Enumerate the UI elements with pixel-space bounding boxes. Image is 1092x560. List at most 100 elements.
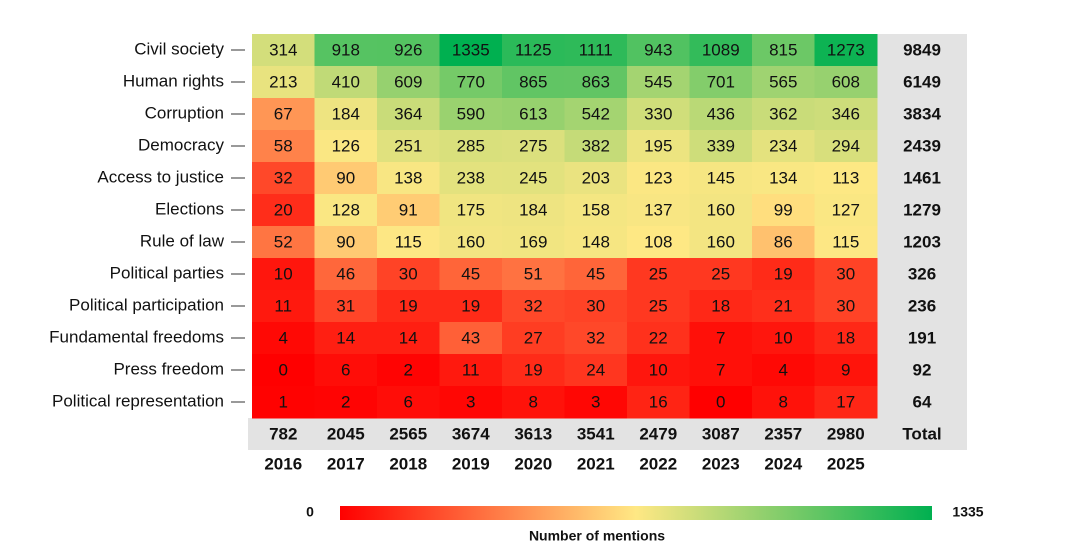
heatmap-cell [752,194,815,227]
heatmap-cell [252,34,315,67]
cell-label: 238 [457,168,485,187]
heatmap-cell [502,130,565,163]
cell-label: 2 [404,360,413,379]
y-tick-label: Human rights [123,71,224,90]
cell-label: 770 [457,72,485,91]
heatmap-cell [377,34,440,67]
colorbar [340,506,932,520]
x-tick-label: 2022 [639,454,677,473]
cell-label: 0 [279,360,288,379]
cell-label: 16 [649,392,668,411]
cell-label: 251 [394,136,422,155]
x-tick-label: 2021 [577,454,615,473]
heatmap-cell [564,290,628,323]
column-total: 3674 [452,424,490,443]
cell-label: 99 [774,200,793,219]
cell-label: 19 [399,296,418,315]
cell-label: 339 [707,136,735,155]
heatmap-cell [627,194,690,227]
cell-label: 30 [399,264,418,283]
cell-label: 137 [644,200,672,219]
cell-label: 51 [524,264,543,283]
cell-label: 245 [519,168,547,187]
cell-label: 11 [462,360,480,379]
row-total: 92 [913,360,932,379]
cell-label: 4 [279,328,288,347]
heatmap-cell [252,98,315,131]
colorbar-label: Number of mentions [529,528,665,544]
heatmap-cell [814,354,878,387]
cell-label: 3 [591,392,600,411]
row-total: 6149 [903,72,941,91]
heatmap-cell [502,322,565,355]
total-row-bg [248,418,877,450]
x-tick-label: 2016 [264,454,302,473]
heatmap-cell [689,226,753,259]
cell-label: 436 [707,104,735,123]
row-total: 1279 [903,200,941,219]
cell-label: 6 [341,360,350,379]
heatmap-cell [314,258,378,291]
heatmap-cell [814,34,878,67]
cell-label: 115 [395,232,422,251]
cell-label: 46 [336,264,355,283]
cell-label: 1111 [579,40,613,59]
cell-label: 203 [582,168,610,187]
cell-label: 148 [582,232,610,251]
heatmap-cell [752,34,815,67]
cell-label: 1 [279,392,288,411]
cell-label: 184 [519,200,547,219]
cell-label: 30 [836,296,855,315]
row-total: 64 [913,392,932,411]
cell-label: 158 [582,200,610,219]
heatmap-cell [439,290,503,323]
heatmap-cell [564,386,628,419]
y-tick-label: Rule of law [140,231,225,250]
heatmap-cell [377,386,440,419]
row-total: 326 [908,264,936,283]
cell-label: 0 [716,392,725,411]
total-label: Total [902,424,941,443]
y-tick-label: Political participation [69,295,224,314]
cell-label: 234 [769,136,797,155]
cell-label: 213 [269,72,297,91]
heatmap-cell [814,226,878,259]
heatmap-cell [627,130,690,163]
heatmap-cell [752,386,815,419]
heatmap-cell [689,194,753,227]
heatmap-cell [252,258,315,291]
cell-label: 10 [649,360,668,379]
cell-label: 364 [394,104,422,123]
cell-label: 184 [332,104,360,123]
heatmap-cell [627,386,690,419]
cell-label: 1273 [827,40,865,59]
heatmap-cell [502,162,565,195]
heatmap-cell [689,98,753,131]
heatmap-cell [752,66,815,99]
cell-label: 2 [341,392,350,411]
row-total: 191 [908,328,936,347]
x-tick-label: 2017 [327,454,365,473]
heatmap-cell [752,290,815,323]
heatmap-cell [814,322,878,355]
cell-label: 115 [832,232,859,251]
heatmap-cell [814,290,878,323]
row-total: 3834 [903,104,941,123]
heatmap-cell [752,162,815,195]
y-tick-label: Political parties [110,263,224,282]
heatmap-cell [314,34,378,67]
cell-label: 43 [461,328,480,347]
heatmap-cell [252,354,315,387]
cell-label: 815 [769,40,797,59]
heatmap-cell [689,130,753,163]
cell-label: 865 [519,72,547,91]
heatmap-cell [689,162,753,195]
y-tick-label: Political representation [52,391,224,410]
cell-label: 138 [394,168,422,187]
heatmap-cell [439,66,503,99]
cell-label: 6 [404,392,413,411]
cell-label: 545 [644,72,672,91]
heatmap-cell [502,226,565,259]
heatmap-cell [439,322,503,355]
heatmap-cell [314,322,378,355]
